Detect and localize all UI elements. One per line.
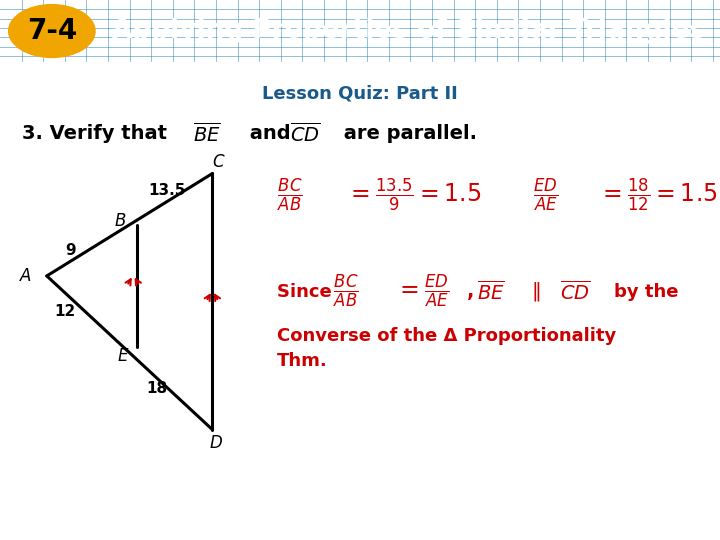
- Text: 18: 18: [146, 381, 167, 396]
- Text: are parallel.: are parallel.: [337, 124, 477, 143]
- Text: 3. Verify that: 3. Verify that: [22, 124, 174, 143]
- Text: Applying Properties of Similar Triangles: Applying Properties of Similar Triangles: [112, 18, 705, 44]
- Text: 7-4: 7-4: [27, 17, 77, 45]
- Text: 12: 12: [55, 304, 76, 319]
- Text: 9: 9: [66, 243, 76, 258]
- Ellipse shape: [9, 5, 95, 57]
- Text: Lesson Quiz: Part II: Lesson Quiz: Part II: [262, 84, 458, 103]
- Text: $\|$: $\|$: [531, 280, 541, 303]
- Text: Converse of the Δ Proportionality: Converse of the Δ Proportionality: [277, 327, 616, 345]
- Text: 13.5: 13.5: [149, 183, 186, 198]
- Text: $\overline{CD}$: $\overline{CD}$: [560, 280, 591, 303]
- Text: Holt Mc.Dougal Geometry: Holt Mc.Dougal Geometry: [11, 517, 191, 530]
- Text: Thm.: Thm.: [277, 352, 328, 369]
- Text: E: E: [117, 347, 128, 365]
- Text: $\overline{CD}$: $\overline{CD}$: [290, 122, 321, 145]
- Text: $\frac{BC}{AB}$: $\frac{BC}{AB}$: [277, 177, 303, 214]
- Text: Since: Since: [277, 282, 338, 301]
- Text: C: C: [212, 153, 224, 171]
- Text: $\overline{BE}$: $\overline{BE}$: [193, 122, 220, 145]
- Text: $= \frac{18}{12} = 1.5$: $= \frac{18}{12} = 1.5$: [598, 177, 717, 214]
- Text: B: B: [114, 212, 126, 230]
- Text: by the: by the: [614, 282, 679, 301]
- Text: $= \frac{ED}{AE}$: $= \frac{ED}{AE}$: [395, 273, 449, 310]
- Text: D: D: [210, 434, 222, 452]
- Text: and: and: [243, 124, 298, 143]
- Text: ,: ,: [467, 282, 474, 301]
- Text: $\overline{BE}$: $\overline{BE}$: [477, 280, 505, 303]
- Text: A: A: [19, 267, 31, 285]
- Text: Copyright © by Holt Mc.Dougal. All Rights Reserved.: Copyright © by Holt Mc.Dougal. All Right…: [435, 519, 709, 529]
- Text: $\frac{ED}{AE}$: $\frac{ED}{AE}$: [533, 177, 558, 214]
- Text: $\frac{BC}{AB}$: $\frac{BC}{AB}$: [333, 273, 359, 310]
- Text: $= \frac{13.5}{9} = 1.5$: $= \frac{13.5}{9} = 1.5$: [346, 177, 481, 214]
